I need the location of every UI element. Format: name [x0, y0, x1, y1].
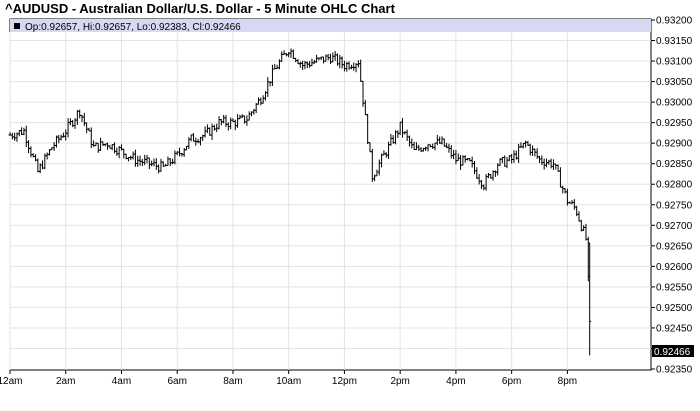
x-tick-label: 6pm — [502, 376, 521, 387]
y-tick-label: 0.93200 — [656, 16, 693, 27]
chart-title: ^AUDUSD - Australian Dollar/U.S. Dollar … — [5, 1, 395, 16]
y-tick-label: 0.93100 — [656, 57, 693, 68]
x-tick-label: 2pm — [390, 376, 409, 387]
y-tick-label: 0.92750 — [656, 200, 693, 211]
y-tick-label: 0.93150 — [656, 36, 693, 47]
x-tick-label: 4am — [112, 376, 131, 387]
y-tick-label: 0.92500 — [656, 303, 693, 314]
y-tick-label: 0.92650 — [656, 241, 693, 252]
y-tick-label: 0.92850 — [656, 159, 693, 170]
x-tick-label: 6am — [167, 376, 186, 387]
plot-frame — [9, 18, 652, 371]
y-tick-label: 0.92800 — [656, 180, 693, 191]
y-tick-label: 0.92350 — [656, 365, 693, 376]
y-tick-label: 0.93000 — [656, 98, 693, 109]
y-tick-label: 0.92550 — [656, 282, 693, 293]
x-tick-label: 8pm — [558, 376, 577, 387]
x-tick-label: 10am — [276, 376, 301, 387]
y-tick-label: 0.93050 — [656, 77, 693, 88]
x-tick-label: 2am — [56, 376, 75, 387]
y-tick-label: 0.92450 — [656, 323, 693, 334]
y-tick-label: 0.92600 — [656, 262, 693, 273]
x-tick-label: 12am — [0, 376, 23, 387]
x-tick-label: 8am — [223, 376, 242, 387]
x-tick-label: 4pm — [446, 376, 465, 387]
x-tick-label: 12pm — [332, 376, 357, 387]
y-axis-ticks: 0.93200 0.93150 0.93100 0.93050 0.93000 0.929… — [651, 16, 693, 376]
legend-band — [10, 19, 651, 32]
ohlc-bar — [588, 242, 592, 356]
last-price-label: 0.92466 — [654, 347, 691, 358]
y-tick-label: 0.92700 — [656, 221, 693, 232]
ohlc-legend: Op:0.92657, Hi:0.92657, Lo:0.92383, Cl:0… — [25, 22, 241, 33]
x-axis-ticks: 12am 2am 4am 6am 8am 10am 12pm 2pm 4pm 6pm 8pm — [0, 370, 577, 387]
ohlc-bars — [8, 48, 592, 356]
last-price-box — [652, 345, 694, 357]
legend-square-icon — [14, 23, 20, 29]
y-tick-label: 0.92950 — [656, 118, 693, 129]
y-tick-label: 0.92900 — [656, 139, 693, 150]
